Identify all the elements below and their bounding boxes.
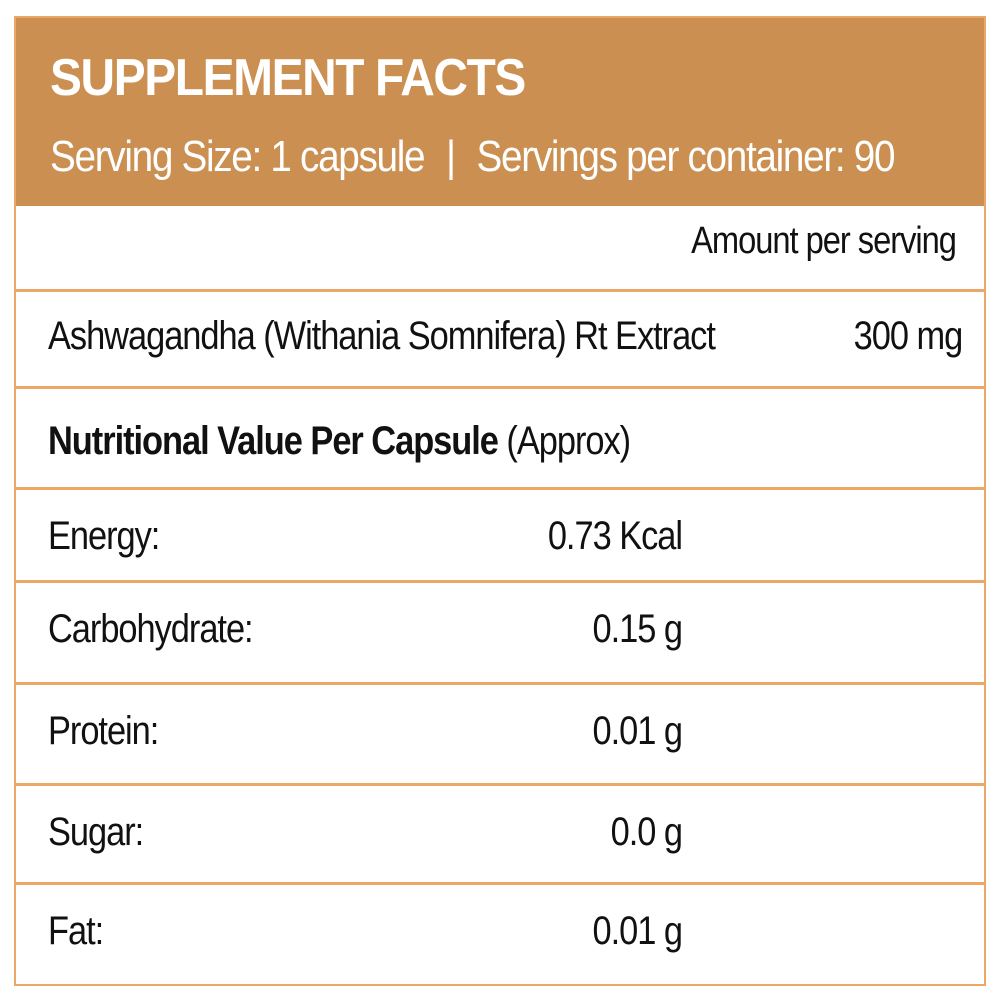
facts-header: SUPPLEMENT FACTS Serving Size: 1 capsule… — [16, 18, 984, 206]
nutrient-value: 0.15 g — [592, 607, 683, 651]
serving-size: Serving Size: 1 capsule — [50, 132, 426, 181]
nutrition-row: Energy: 0.73 Kcal — [16, 487, 984, 580]
amount-per-serving-label: Amount per serving — [691, 220, 957, 262]
nutrient-label: Carbohydrate: — [48, 607, 254, 651]
nutrient-label: Energy: — [48, 514, 160, 558]
nutrient-value: 0.0 g — [610, 810, 683, 854]
ingredient-amount: 300 mg — [853, 314, 963, 358]
serving-info: Serving Size: 1 capsule | Servings per c… — [50, 132, 896, 182]
servings-per-container: Servings per container: 90 — [476, 132, 896, 181]
amount-header-row: Amount per serving — [16, 206, 984, 289]
separator: | — [446, 132, 456, 181]
nutrient-label: Fat: — [48, 909, 104, 953]
nutrient-label: Sugar: — [48, 810, 144, 854]
nutrient-value: 0.01 g — [592, 909, 683, 953]
nutrient-value: 0.01 g — [592, 709, 683, 753]
supplement-facts-panel: SUPPLEMENT FACTS Serving Size: 1 capsule… — [14, 16, 986, 986]
nutrition-row: Sugar: 0.0 g — [16, 783, 984, 882]
nutrient-label: Protein: — [48, 709, 159, 753]
nutrition-row: Fat: 0.01 g — [16, 882, 984, 984]
nutrition-heading: Nutritional Value Per Capsule (Approx) — [48, 419, 631, 464]
nutrition-heading-bold: Nutritional Value Per Capsule — [48, 419, 499, 463]
nutrition-heading-note: (Approx) — [506, 419, 631, 463]
nutrition-row: Protein: 0.01 g — [16, 682, 984, 783]
facts-title: SUPPLEMENT FACTS — [50, 49, 526, 107]
ingredient-name: Ashwagandha (Withania Somnifera) Rt Extr… — [48, 314, 716, 358]
nutrient-value: 0.73 Kcal — [547, 514, 683, 558]
nutrition-heading-row: Nutritional Value Per Capsule (Approx) — [16, 386, 984, 487]
ingredient-row: Ashwagandha (Withania Somnifera) Rt Extr… — [16, 289, 984, 386]
nutrition-row: Carbohydrate: 0.15 g — [16, 580, 984, 682]
